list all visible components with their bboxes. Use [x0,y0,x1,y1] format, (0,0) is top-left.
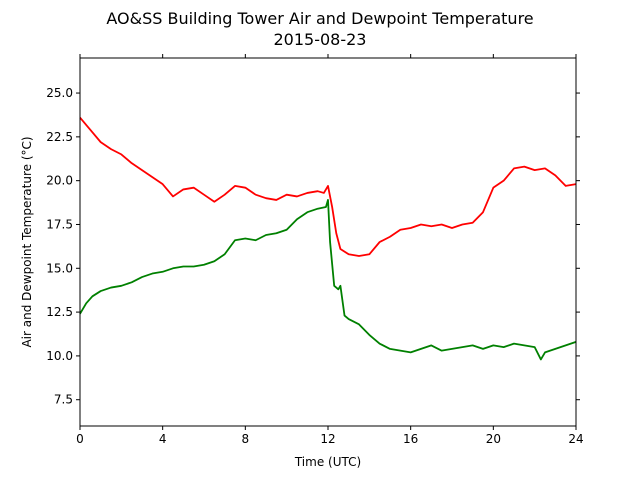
x-axis: 0 4 8 12 16 20 24 [76,54,584,446]
y-tick-label: 10.0 [46,349,73,363]
x-tick-label: 8 [242,432,250,446]
y-tick-label: 15.0 [46,261,73,275]
y-tick-label: 17.5 [46,217,73,231]
x-tick-label: 12 [320,432,335,446]
y-tick-label: 22.5 [46,130,73,144]
chart-subtitle: 2015-08-23 [274,30,367,49]
series-layer [79,117,577,361]
y-tick-label: 12.5 [46,305,73,319]
chart-title: AO&SS Building Tower Air and Dewpoint Te… [106,9,533,28]
x-tick-label: 16 [403,432,418,446]
y-axis-label: Air and Dewpoint Temperature (°C) [20,136,34,347]
series-line-0 [79,117,577,257]
y-tick-label: 7.5 [54,393,73,407]
x-axis-label: Time (UTC) [294,455,361,469]
x-tick-label: 24 [568,432,583,446]
x-tick-label: 20 [486,432,501,446]
series-line-1 [79,199,577,361]
plot-frame [79,57,577,427]
x-tick-label: 0 [76,432,84,446]
y-tick-label: 25.0 [46,86,73,100]
y-axis: 7.5 10.0 12.5 15.0 17.5 20.0 22.5 25.0 [46,86,580,407]
y-tick-label: 20.0 [46,174,73,188]
x-tick-label: 4 [159,432,167,446]
